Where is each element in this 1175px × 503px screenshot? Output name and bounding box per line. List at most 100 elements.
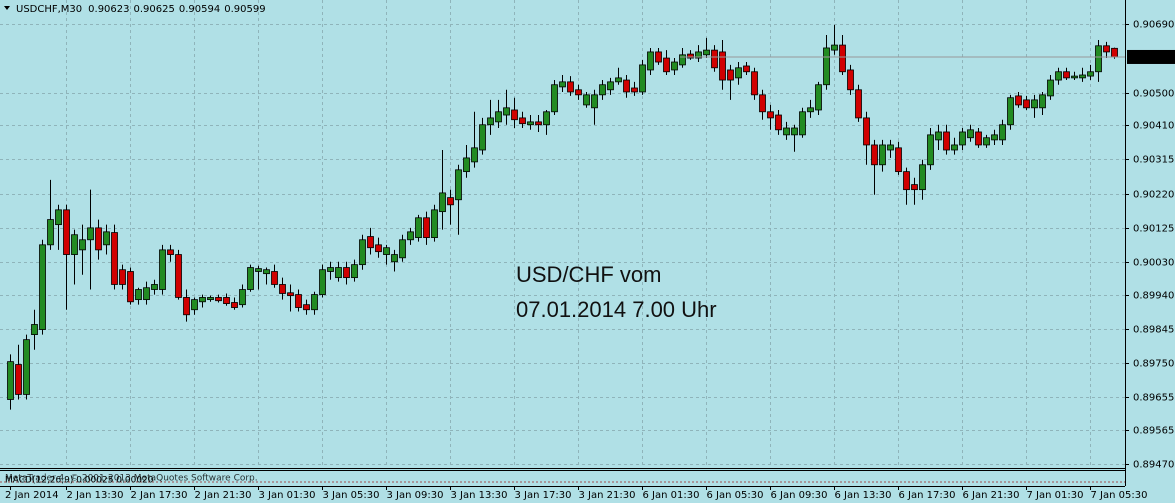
menu-arrow[interactable] (4, 6, 10, 10)
candle-body (15, 364, 22, 395)
y-tick-label: 0.89470 (1133, 460, 1174, 471)
low: 0.90594 (179, 4, 220, 15)
price-label-box (1127, 49, 1175, 64)
candle-body (687, 53, 694, 59)
candle-body (119, 269, 126, 285)
candle-body (247, 267, 254, 290)
candle-body (1031, 99, 1038, 109)
candle-body (839, 44, 846, 73)
candle-body (479, 124, 486, 151)
candle-body (943, 131, 950, 151)
candle-body (223, 297, 230, 304)
candle-body (775, 114, 782, 131)
candle-body (1111, 47, 1118, 58)
candle-body (655, 51, 662, 63)
candle-body (623, 79, 630, 93)
candle-body (319, 269, 326, 295)
candle-body (39, 244, 46, 330)
candle-body (423, 217, 430, 239)
header: USDCHF,M30 0.90623 0.90625 0.90594 0.90599 (16, 4, 266, 15)
candle-body (735, 67, 742, 79)
symbol: USDCHF,M30 (16, 4, 82, 15)
candle-body (135, 289, 142, 301)
y-tick-label: 0.90125 (1133, 224, 1174, 235)
x-tick-label: 2 Jan 2014 (5, 490, 59, 501)
candle-body (1063, 71, 1070, 79)
candle-body (63, 209, 70, 255)
candle-body (431, 209, 438, 239)
candle-body (535, 121, 542, 126)
close: 0.90599 (224, 4, 265, 15)
candle-body (631, 87, 638, 93)
candle-body (439, 192, 446, 213)
candle-body (295, 294, 302, 308)
candle-body (415, 217, 422, 239)
candle-body (263, 269, 270, 275)
candle-body (255, 268, 262, 272)
candle-body (311, 294, 318, 311)
candle-body (1079, 74, 1086, 79)
candle-body (1103, 45, 1110, 53)
candle-body (103, 231, 110, 246)
candle-body (527, 121, 534, 126)
candle-body (271, 271, 278, 285)
candles-layer (7, 24, 1125, 410)
price-label: 0.90599 (1133, 52, 1174, 63)
candle-body (975, 131, 982, 146)
candle-body (791, 127, 798, 136)
candle-body (615, 77, 622, 83)
candle-body (743, 65, 750, 73)
x-tick-label: 2 Jan 21:30 (195, 490, 252, 501)
candle-body (767, 111, 774, 119)
candle-body (111, 232, 118, 285)
open: 0.90623 (88, 4, 129, 15)
candle-body (1087, 71, 1094, 77)
y-tick-label: 0.90690 (1133, 20, 1174, 31)
candle-body (519, 117, 526, 125)
y-tick-label: 0.90030 (1133, 258, 1174, 269)
candle-body (367, 236, 374, 249)
candle-body (87, 227, 94, 241)
candle-body (95, 227, 102, 251)
candle-body (375, 244, 382, 253)
candle-body (959, 131, 966, 146)
candle-body (983, 137, 990, 146)
candle-body (383, 247, 390, 255)
candle-body (991, 134, 998, 141)
candle-body (359, 239, 366, 266)
candle-body (7, 361, 14, 400)
candle-body (727, 69, 734, 81)
candle-body (551, 84, 558, 113)
candle-body (343, 267, 350, 279)
x-tick-label: 3 Jan 09:30 (387, 490, 444, 501)
candle-body (911, 184, 918, 191)
candle-body (303, 304, 310, 311)
candle-body (583, 94, 590, 106)
candle-body (919, 164, 926, 191)
candle-body (647, 51, 654, 71)
y-tick-label: 0.89750 (1133, 359, 1174, 370)
x-tick-label: 6 Jan 21:30 (963, 490, 1020, 501)
candle-body (175, 254, 182, 298)
candle-body (407, 231, 414, 241)
watermark: MetaTrader 4, © 2001-2013 MetaQuotes Sof… (5, 474, 258, 484)
candle-body (231, 302, 238, 308)
candle-body (1007, 97, 1014, 126)
candle-body (327, 267, 334, 272)
x-tick-label: 2 Jan 17:30 (131, 490, 188, 501)
y-tick-label: 0.90500 (1133, 89, 1174, 100)
candle-body (679, 54, 686, 66)
candle-body (1015, 95, 1022, 106)
candle-body (495, 111, 502, 123)
y-tick-label: 0.90315 (1133, 155, 1174, 166)
candle-body (831, 44, 838, 51)
candle-body (1023, 99, 1030, 109)
candle-body (823, 47, 830, 86)
candle-body (183, 297, 190, 316)
x-tick-label: 7 Jan 05:30 (1091, 490, 1148, 501)
candle-body (447, 197, 454, 206)
indicator-label: MACD(12,26,9) 0.00025 0.00020 (5, 476, 154, 486)
candle-body (1039, 94, 1046, 109)
candle-body (783, 127, 790, 136)
